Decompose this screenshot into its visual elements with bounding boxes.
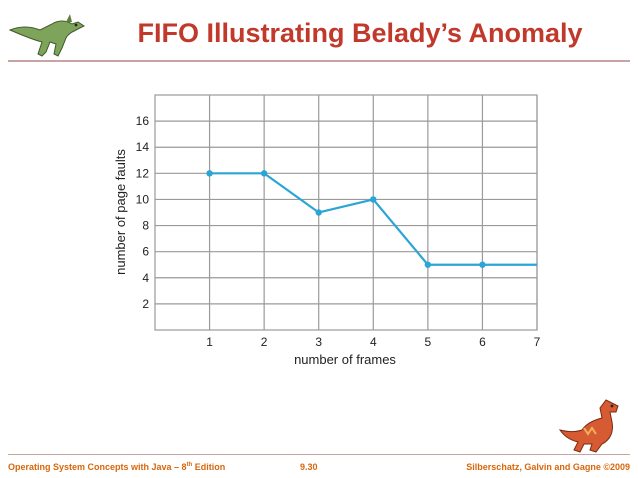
- data-point: [260, 170, 268, 177]
- footer-authors: Silberschatz, Galvin and Gagne ©2009: [466, 462, 630, 472]
- data-point: [315, 209, 322, 216]
- y-tick-label: 12: [136, 166, 150, 180]
- x-axis-label: number of frames: [294, 352, 396, 367]
- data-point: [424, 261, 432, 268]
- footer-slide-number: 9.30: [300, 462, 318, 472]
- data-point: [479, 261, 486, 268]
- green-dinosaur-icon: [8, 14, 85, 57]
- y-tick-label: 14: [136, 140, 150, 154]
- y-tick-label: 4: [142, 271, 149, 285]
- footer-divider: [8, 454, 630, 455]
- title-divider: [8, 60, 630, 62]
- slide-title: FIFO Illustrating Belady’s Anomaly: [137, 18, 583, 48]
- x-tick-label: 7: [534, 335, 541, 349]
- y-tick-label: 16: [136, 114, 150, 128]
- y-tick-label: 2: [142, 297, 149, 311]
- y-tick-label: 6: [142, 245, 149, 259]
- plot-border: [154, 94, 538, 331]
- data-point: [370, 196, 377, 203]
- y-axis-label: number of page faults: [113, 149, 128, 275]
- y-tick-label: 8: [142, 219, 149, 233]
- x-tick-label: 3: [315, 335, 322, 349]
- x-tick-label: 1: [206, 335, 213, 349]
- x-tick-label: 2: [261, 335, 268, 349]
- x-tick-label: 6: [479, 335, 486, 349]
- y-tick-label: 10: [136, 192, 150, 206]
- red-dinosaur-icon: [558, 399, 619, 453]
- x-tick-label: 4: [370, 335, 377, 349]
- data-point: [206, 170, 213, 177]
- x-tick-label: 5: [425, 335, 432, 349]
- footer-book-title: Operating System Concepts with Java – 8t…: [8, 462, 226, 472]
